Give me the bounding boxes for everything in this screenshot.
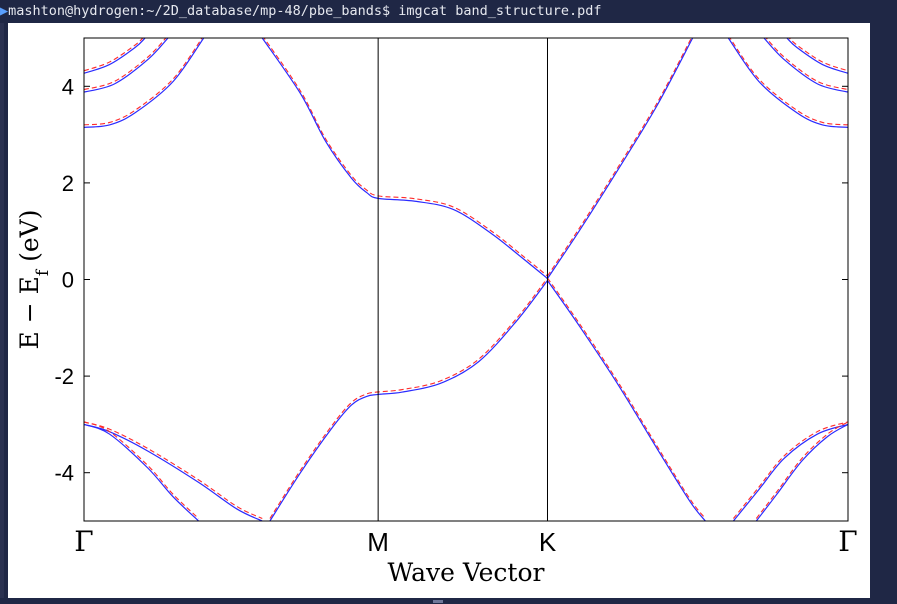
y-tick-label: 0 — [62, 268, 74, 293]
prompt-text: mashton@hydrogen:~/2D_database/mp-48/pbe… — [8, 3, 391, 19]
band-curve-dashed — [263, 38, 548, 277]
band-curve — [84, 423, 263, 521]
band-curve-dashed — [269, 277, 548, 519]
band-curve — [786, 38, 848, 74]
kpoint-label: M — [367, 527, 389, 557]
band-curve-dashed — [755, 421, 848, 519]
band-curve-dashed — [84, 421, 263, 519]
y-tick-label: -2 — [54, 364, 74, 389]
bands-layer — [84, 38, 848, 521]
axes-layer — [83, 37, 849, 522]
band-curve-dashed — [547, 277, 706, 519]
band-curve — [732, 423, 848, 521]
band-curve — [84, 38, 205, 128]
band-curve-dashed — [732, 421, 848, 519]
y-tick-label: -4 — [54, 461, 74, 486]
band-curve — [84, 38, 169, 93]
band-curve — [755, 423, 848, 521]
band-structure-chart: -4 -2 0 2 4 Γ M K Γ Wave Vector E − Ef (eV) — [15, 37, 858, 587]
band-curve — [84, 38, 146, 74]
kpoint-label: Γ — [74, 525, 93, 558]
x-axis-label: Wave Vector — [388, 558, 545, 587]
kpoint-label: K — [539, 527, 557, 557]
band-curve — [763, 38, 848, 93]
scroll-indicator[interactable] — [433, 600, 443, 603]
labels-layer: -4 -2 0 2 4 Γ M K Γ Wave Vector E − Ef (eV) — [15, 74, 858, 587]
y-tick-label: 2 — [62, 171, 74, 196]
band-curve — [727, 38, 848, 128]
band-curve-dashed — [84, 38, 167, 91]
command-text: imgcat band_structure.pdf — [398, 3, 602, 19]
kpoint-label: Γ — [838, 525, 857, 558]
band-curve-dashed — [729, 38, 848, 126]
band-curve-dashed — [84, 421, 199, 519]
band-curve — [546, 38, 694, 279]
terminal-left-edge — [0, 23, 4, 598]
band-curve — [546, 280, 706, 521]
band-curve-dashed — [765, 38, 848, 91]
band-curve-dashed — [84, 38, 144, 72]
band-curve — [261, 38, 548, 279]
band-curve-dashed — [788, 38, 848, 72]
band-curve — [84, 423, 200, 521]
plot-frame — [83, 37, 849, 522]
y-tick-label: 4 — [62, 74, 74, 99]
prompt-marker-icon: ▶ — [0, 3, 9, 19]
y-axis-label: E − Ef (eV) — [15, 210, 53, 350]
band-curve — [269, 280, 548, 521]
command-prompt-line: ▶mashton@hydrogen:~/2D_database/mp-48/pb… — [0, 0, 602, 22]
band-structure-image: -4 -2 0 2 4 Γ M K Γ Wave Vector E − Ef (eV) — [8, 23, 870, 598]
band-curve-dashed — [547, 38, 692, 277]
band-curve-dashed — [84, 38, 203, 126]
